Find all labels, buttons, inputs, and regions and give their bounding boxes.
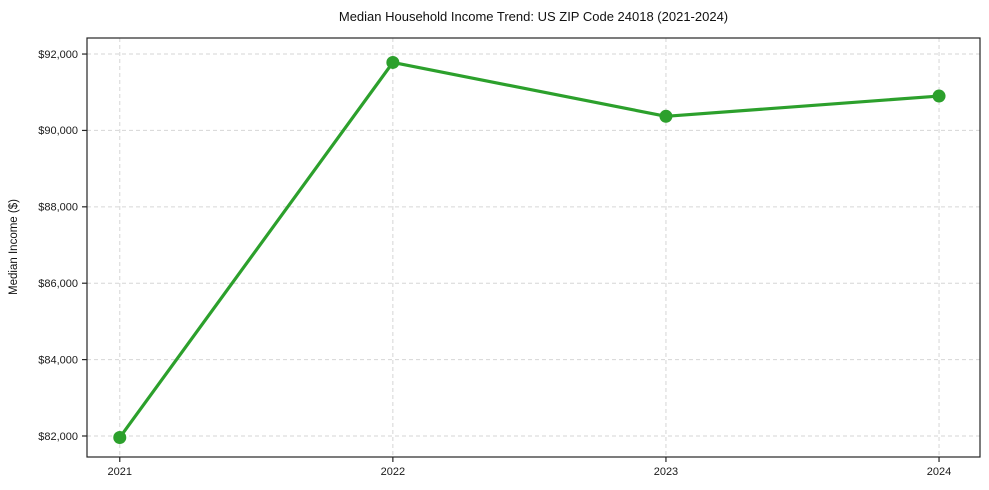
chart-title: Median Household Income Trend: US ZIP Co… [338,9,729,24]
data-point-2021 [113,431,127,445]
data-point-2022 [386,55,400,69]
y-tick-label: $92,000 [38,49,78,61]
x-tick-label: 2022 [381,466,405,478]
y-tick-label: $88,000 [38,202,78,214]
x-tick-label: 2023 [654,466,678,478]
data-point-2024 [932,89,946,103]
trend-line [118,60,941,440]
y-tick-label: $86,000 [38,278,78,290]
y-tick-label: $84,000 [38,354,78,366]
y-tick-label: $90,000 [38,125,78,137]
x-tick-label: 2024 [927,466,951,478]
plot-border [86,37,981,458]
x-tick-label: 2021 [108,466,132,478]
y-tick-label: $82,000 [38,431,78,443]
data-point-2023 [659,109,673,123]
